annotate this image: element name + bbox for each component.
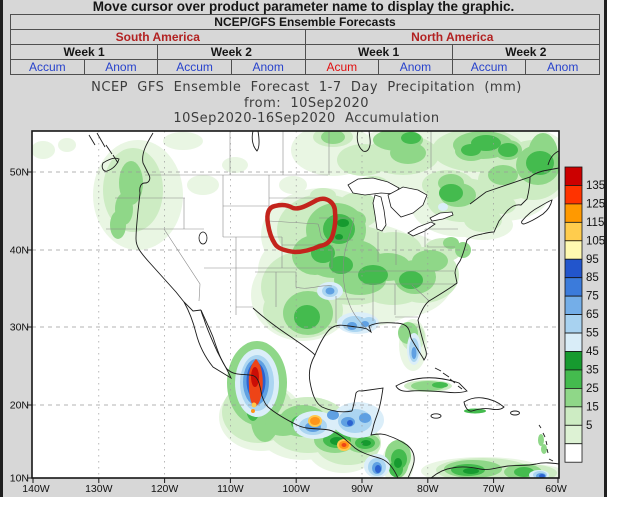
legend-swatches: [564, 166, 583, 463]
axis-tick-label: 130W: [85, 483, 113, 495]
axis-tick-label: 80W: [417, 483, 439, 495]
link-sa-week2-accum[interactable]: Accum: [157, 59, 232, 75]
link-sa-week1-anom[interactable]: Anom: [83, 59, 159, 75]
axis-tick-label: 40N: [10, 245, 29, 257]
week-header-na-week1: Week 1: [304, 44, 453, 60]
week-header-sa-week1: Week 1: [9, 44, 159, 60]
link-na-week2-accum[interactable]: Accum: [451, 59, 527, 75]
axis-tick-label: 25: [586, 383, 599, 395]
axis-tick-label: 85: [586, 272, 599, 284]
link-na-week2-anom[interactable]: Anom: [525, 59, 600, 75]
link-na-week1-anom[interactable]: Anom: [378, 59, 453, 75]
axis-tick-label: 135: [586, 180, 605, 192]
table-row: NCEP/GFS Ensemble Forecasts: [10, 14, 600, 30]
region-header-south-america: South America: [10, 29, 306, 45]
great-lakes: [198, 177, 454, 245]
axis-tick-label: 50N: [10, 167, 29, 179]
axis-tick-label: 90W: [351, 483, 373, 495]
axis-ticks: [27, 171, 559, 483]
legend-swatch: [564, 387, 583, 408]
annotation-circle-iowa: [265, 196, 338, 255]
axis-tick-label: 55: [586, 328, 599, 340]
hover-instruction-text: Move cursor over product parameter name …: [92, 0, 515, 14]
forecast-nav-table: NCEP/GFS Ensemble Forecasts South Americ…: [9, 14, 601, 75]
axis-tick-label: 140W: [22, 483, 50, 495]
legend-swatch: [564, 240, 583, 260]
axis-tick-label: 30N: [10, 322, 29, 334]
axis-tick-label: 95: [586, 254, 599, 266]
legend-swatch: [564, 166, 583, 186]
axis-tick-label: 120W: [151, 483, 179, 495]
lat-axis-labels: 50N 40N 30N 20N 10N: [10, 167, 29, 485]
legend-swatch: [564, 185, 583, 205]
table-row: Week 1 Week 2 Week 1 Week 2: [9, 44, 601, 60]
legend-swatch: [564, 221, 583, 242]
link-sa-week1-accum[interactable]: Accum: [10, 59, 85, 75]
axis-tick-label: 10N: [10, 473, 29, 485]
precipitation-map: 50N 40N 30N 20N 10N 140W 130W 120W 110W 100W 90W 8…: [10, 130, 605, 495]
axis-tick-label: 15: [586, 401, 599, 413]
axis-tick-label: 60W: [545, 483, 567, 495]
state-borders: [106, 131, 458, 330]
legend-swatch: [564, 369, 583, 389]
table-row: Accum Anom Accum Anom Acum Anom Accum An…: [10, 59, 600, 75]
legend-swatch: [564, 424, 583, 445]
lon-axis-labels: 140W 130W 120W 110W 100W 90W 80W 70W 60W: [22, 483, 567, 495]
legend-swatch: [564, 295, 583, 315]
precip-heavy-spots-south-mexico: [308, 415, 351, 451]
link-na-week1-accum-active[interactable]: Acum: [304, 59, 380, 75]
map-frame: [31, 130, 560, 479]
axis-tick-label: 70W: [483, 483, 505, 495]
axis-tick-label: 115: [586, 217, 604, 229]
axis-tick-label: 105: [586, 235, 605, 247]
precip-shading-dark-green: [330, 219, 479, 474]
legend-swatch: [564, 332, 583, 352]
legend-swatch: [564, 443, 583, 463]
axis-tick-label: 45: [586, 346, 599, 358]
axis-tick-label: 5: [586, 420, 592, 432]
legend-swatch: [564, 314, 583, 334]
axis-tick-label: 110W: [217, 483, 244, 495]
axis-tick-label: 65: [586, 309, 599, 321]
axis-tick-label: 100W: [282, 483, 310, 495]
legend-swatch: [564, 406, 583, 426]
legend-labels: 135 125 115 105 95 85 75 65 55 45 35 25 15 5: [586, 180, 605, 432]
map-title-line3: 10Sep2020-16Sep2020 Accumulation: [173, 111, 440, 126]
table-row: South America North America: [10, 29, 600, 45]
map-title-block: NCEP GFS Ensemble Forecast 1-7 Day Preci…: [3, 80, 610, 127]
precip-shading-deep-green: [246, 132, 554, 477]
precip-heavy-core-nw-mexico: [248, 359, 263, 413]
legend-swatch: [564, 258, 583, 279]
legend-swatch: [564, 351, 583, 371]
coastlines: [88, 131, 559, 478]
legend-swatch: [564, 203, 583, 223]
content-pane: Move cursor over product parameter name …: [0, 0, 607, 497]
week-header-na-week2: Week 2: [451, 44, 601, 60]
axis-tick-label: 20N: [10, 400, 29, 412]
color-scale-legend: 135 125 115 105 95 85 75 65 55 45 35 25 15 5: [564, 166, 605, 463]
map-title-line2: from: 10Sep2020: [243, 95, 370, 111]
week-header-sa-week2: Week 2: [157, 44, 306, 60]
axis-tick-label: 35: [586, 364, 599, 376]
link-sa-week2-anom[interactable]: Anom: [230, 59, 306, 75]
axis-tick-label: 125: [586, 198, 605, 210]
legend-swatch: [564, 277, 583, 297]
region-header-north-america: North America: [304, 29, 600, 45]
table-title: NCEP/GFS Ensemble Forecasts: [10, 14, 600, 30]
axis-tick-label: 75: [586, 291, 599, 303]
map-title-line1: NCEP GFS Ensemble Forecast 1-7 Day Preci…: [91, 80, 522, 95]
